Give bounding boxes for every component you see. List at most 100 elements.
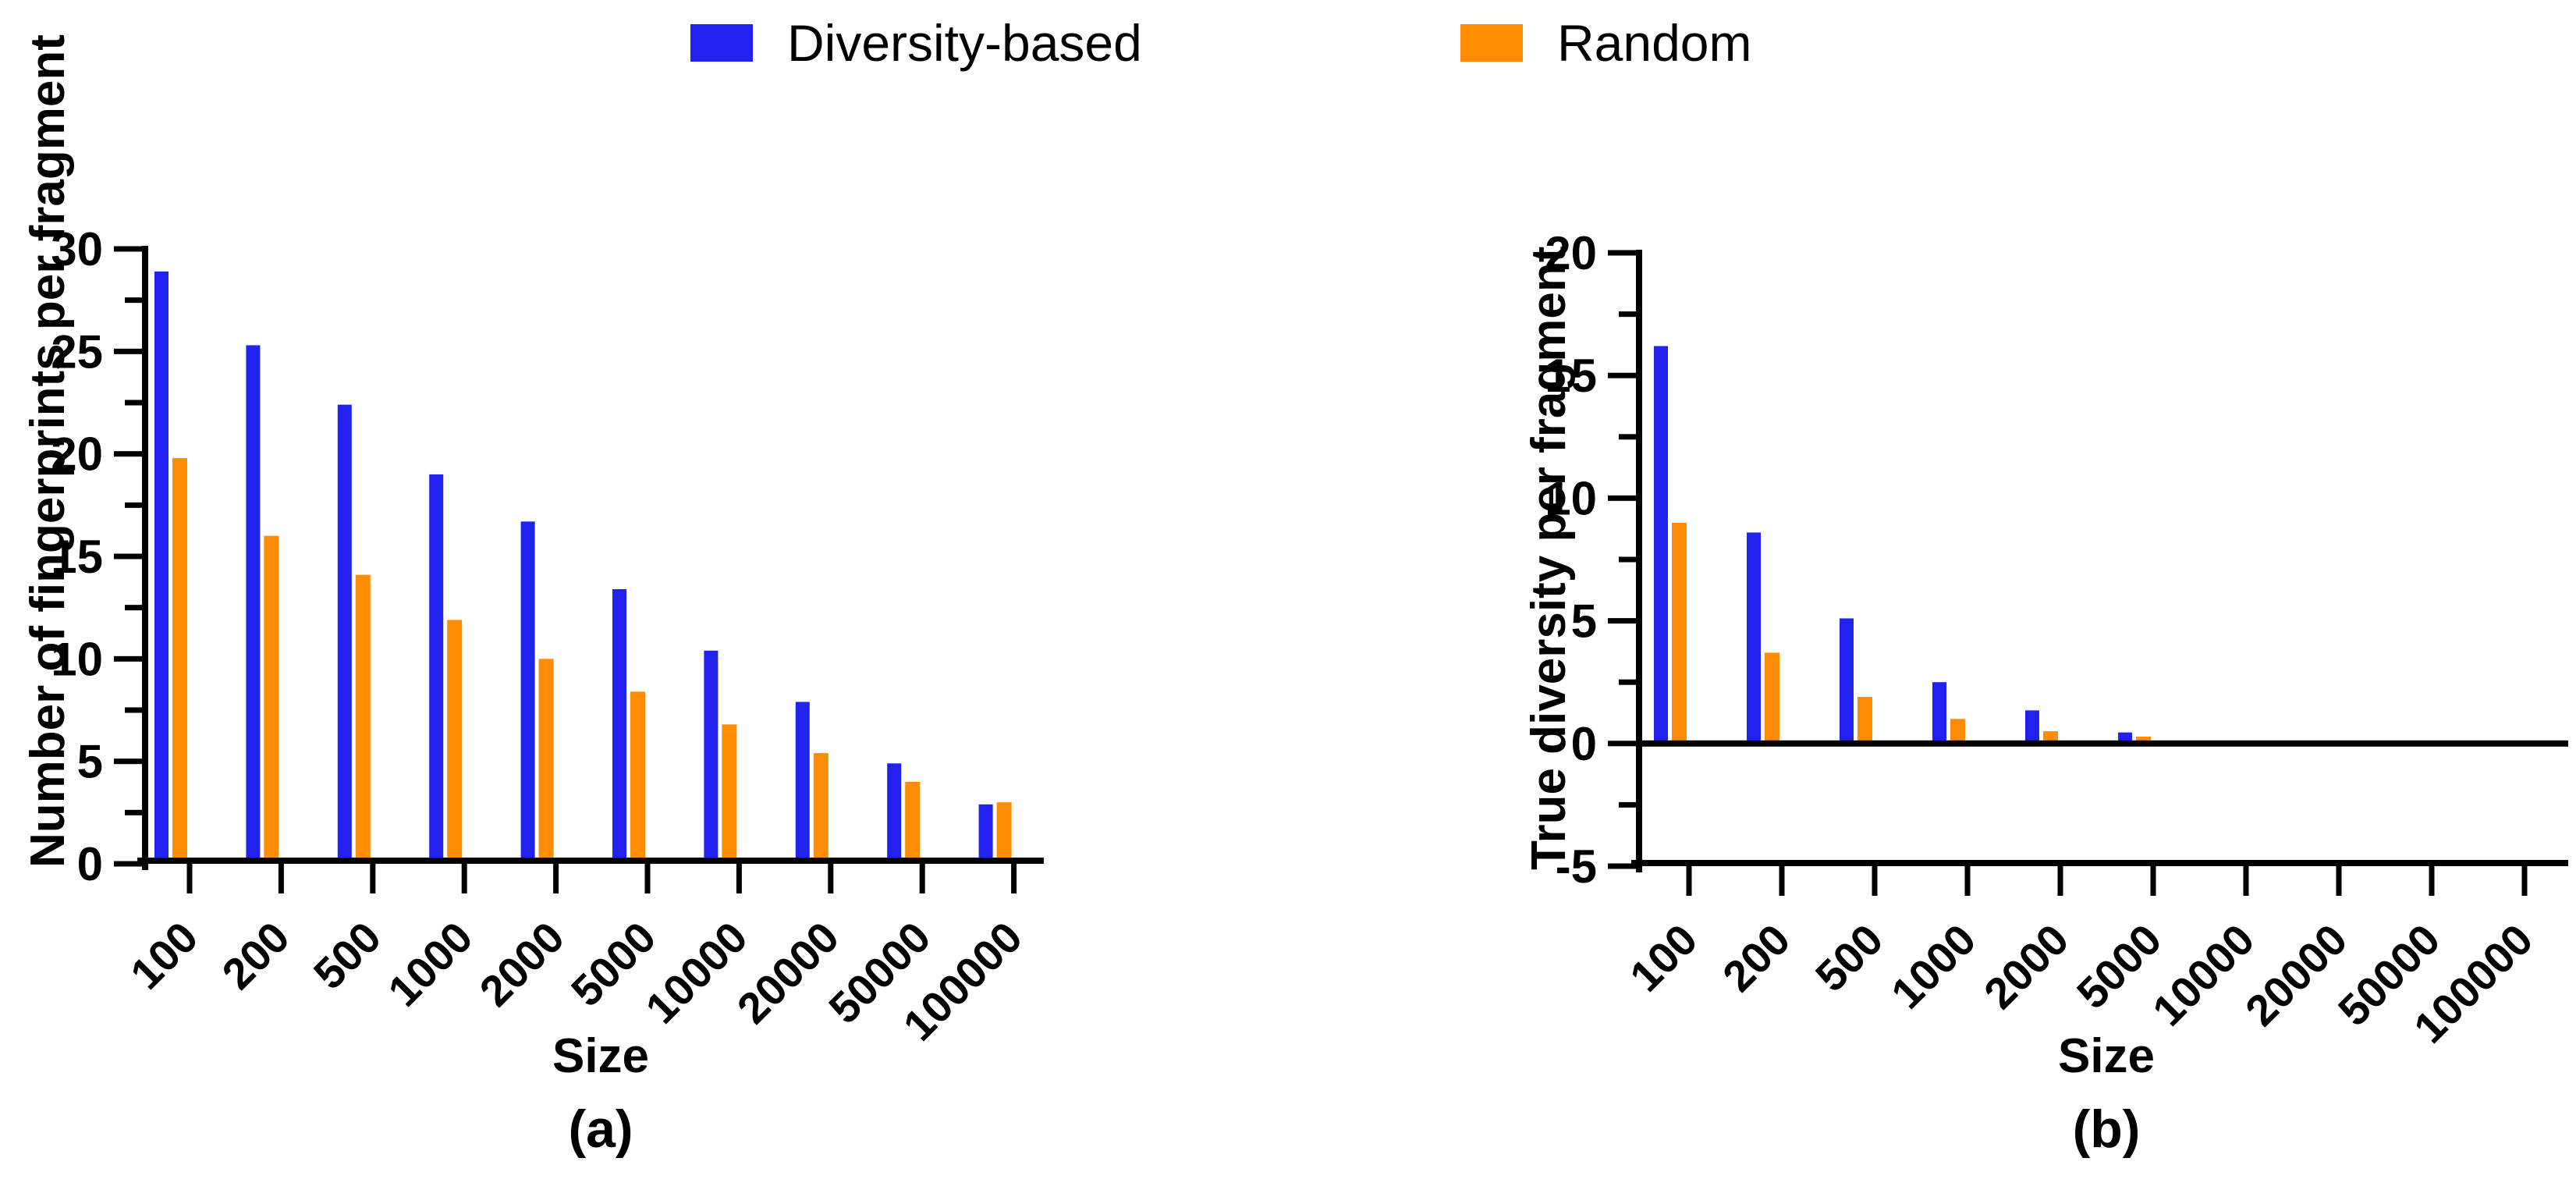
x-axis-line-(a) [137, 858, 1044, 864]
y-tick-label: 5 [1571, 595, 1597, 648]
bar-diversity-20000 [795, 702, 810, 864]
y-major-tick [114, 246, 142, 252]
y-tick-label: 20 [51, 428, 103, 481]
bar-random-10000 [722, 724, 737, 864]
bar-random-50000 [905, 781, 921, 864]
legend-swatch-random [1460, 24, 1523, 62]
x-tick [736, 864, 742, 893]
x-tick-label: 1000 [378, 912, 482, 1016]
y-minor-tick [125, 502, 142, 508]
y-axis-title-a: Number of fingerprints per fragment [21, 34, 75, 868]
legend-label-diversity-based: Diversity-based [787, 14, 1142, 72]
bar-diversity-100 [154, 271, 169, 865]
y-major-tick [1608, 495, 1636, 501]
bar-diversity-5000 [612, 589, 626, 864]
x-tick [2243, 866, 2249, 896]
bar-random-5000 [630, 691, 645, 864]
y-major-tick [1608, 741, 1636, 747]
y-tick-label: 20 [1545, 227, 1597, 279]
x-tick [461, 864, 467, 893]
x-axis-title-a: Size [552, 1029, 650, 1083]
y-tick-label: 30 [51, 223, 103, 275]
bar-diversity-200 [1747, 532, 1761, 744]
legend-label-random: Random [1557, 14, 1752, 72]
bar-diversity-100 [1654, 346, 1668, 744]
bar-diversity-2000 [520, 521, 535, 864]
x-tick [1872, 866, 1878, 896]
y-major-tick [114, 655, 142, 662]
x-tick [2521, 866, 2528, 896]
bar-diversity-2000 [2025, 710, 2039, 744]
y-axis-line-(a) [142, 246, 148, 870]
x-tick [1964, 866, 1971, 896]
y-major-tick [1608, 372, 1636, 378]
x-tick [644, 864, 651, 893]
x-tick [828, 864, 834, 893]
bar-diversity-200 [246, 345, 261, 864]
x-tick [553, 864, 559, 893]
bar-random-1000 [1950, 719, 1965, 744]
x-tick-label: 200 [212, 912, 299, 999]
y-tick-label: 15 [1545, 350, 1597, 402]
bar-diversity-500 [337, 404, 352, 864]
legend-swatch-diversity-based [690, 24, 753, 62]
bar-random-1000 [447, 620, 463, 864]
x-axis-title-b: Size [2057, 1029, 2156, 1083]
y-tick-label: 5 [77, 736, 103, 788]
x-tick-label: 20000 [728, 912, 849, 1033]
x-tick-label: 10000 [636, 912, 757, 1033]
y-minor-tick [125, 400, 142, 406]
bar-random-2000 [538, 659, 554, 864]
x-tick [1686, 866, 1692, 896]
y-tick-label: 10 [1545, 472, 1597, 524]
x-tick [186, 864, 193, 893]
caption-b: (b) [2072, 1099, 2141, 1159]
x-tick [2057, 866, 2063, 896]
x-tick [2429, 866, 2435, 896]
bar-random-100 [172, 457, 187, 864]
y-tick-label: -5 [1556, 840, 1597, 893]
y-major-tick [1608, 863, 1636, 869]
bar-diversity-100000 [978, 804, 993, 864]
y-axis-line-(b) [1636, 250, 1642, 872]
bar-random-100000 [996, 802, 1012, 864]
x-tick-label: 1000 [1882, 915, 1985, 1018]
y-minor-tick [125, 707, 142, 713]
bar-random-500 [1857, 697, 1872, 744]
y-tick-label: 10 [51, 633, 103, 685]
y-minor-tick [125, 605, 142, 611]
x-tick [278, 864, 284, 893]
y-major-tick [114, 451, 142, 457]
legend-item-diversity-based: Diversity-based [690, 14, 1142, 72]
bar-diversity-50000 [887, 763, 902, 864]
bar-diversity-1000 [1932, 682, 1946, 744]
bar-random-200 [1765, 652, 1779, 744]
caption-a: (a) [568, 1099, 633, 1159]
y-minor-tick [125, 297, 142, 304]
y-major-tick [1608, 250, 1636, 256]
bar-random-20000 [813, 753, 829, 864]
x-tick-label: 500 [304, 912, 391, 999]
x-tick-label: 200 [1713, 915, 1800, 1001]
y-major-tick [114, 861, 142, 867]
bar-diversity-1000 [429, 474, 444, 864]
x-tick-label: 100 [121, 912, 208, 999]
bar-random-200 [264, 535, 279, 864]
bar-diversity-500 [1840, 618, 1854, 744]
x-tick [370, 864, 376, 893]
x-tick-label: 2000 [1975, 915, 2078, 1018]
y-major-tick [1608, 618, 1636, 624]
y-tick-label: 15 [51, 531, 103, 583]
bar-random-5000 [2136, 736, 2151, 744]
bar-diversity-10000 [704, 650, 719, 864]
y-major-tick [114, 348, 142, 354]
x-tick-label: 100 [1620, 915, 1707, 1001]
x-tick [919, 864, 925, 893]
y-major-tick [114, 758, 142, 765]
x-tick [2150, 866, 2156, 896]
zero-line-(b) [1636, 740, 2568, 747]
y-major-tick [114, 553, 142, 559]
y-minor-tick [1619, 311, 1636, 318]
y-tick-label: 0 [1571, 718, 1597, 770]
